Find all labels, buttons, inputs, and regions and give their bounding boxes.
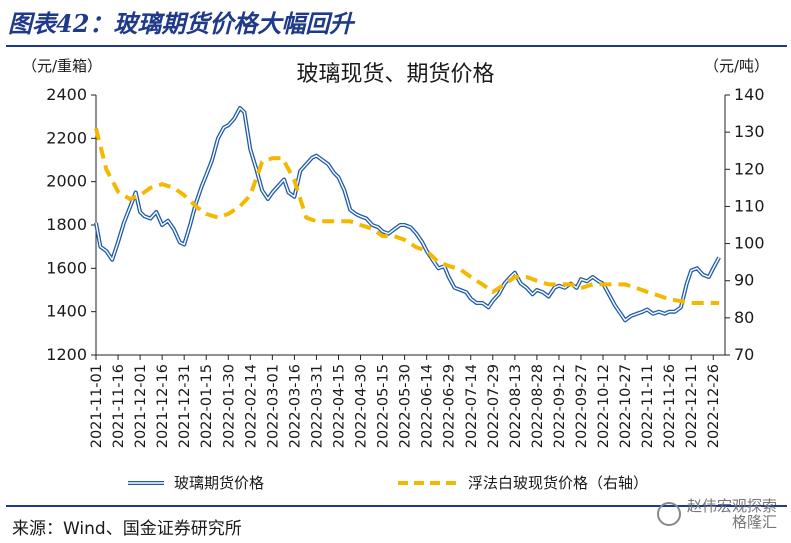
right-axis-tick-label: 130 xyxy=(734,122,765,141)
spot-legend-swatch xyxy=(398,480,458,485)
x-axis-tick-label: 2021-11-01 xyxy=(89,364,105,448)
futures-legend-label: 玻璃期货价格 xyxy=(174,474,265,492)
source-note: 来源：Wind、国金证券研究所 xyxy=(12,519,242,539)
spot-legend-label: 浮法白玻现货价格（右轴） xyxy=(468,474,649,492)
x-axis-tick-label: 2022-09-12 xyxy=(552,364,568,448)
x-axis-tick-label: 2022-08-28 xyxy=(530,364,546,448)
x-axis-tick-label: 2021-11-16 xyxy=(111,364,127,448)
left-axis-tick-label: 1400 xyxy=(46,302,87,321)
x-axis-tick-label: 2022-08-13 xyxy=(508,364,524,448)
x-axis-tick-label: 2022-07-29 xyxy=(486,364,502,448)
x-axis-tick-label: 2022-03-31 xyxy=(309,364,325,448)
right-axis-tick-label: 110 xyxy=(734,196,765,215)
x-axis-tick-label: 2021-12-16 xyxy=(155,364,171,448)
left-axis-tick-label: 1600 xyxy=(46,258,87,277)
left-axis-unit: （元/重箱） xyxy=(22,57,103,75)
left-axis-tick-label: 1200 xyxy=(46,345,87,364)
x-axis-tick-label: 2022-03-16 xyxy=(287,364,303,448)
x-axis-tick-label: 2022-06-29 xyxy=(442,364,458,448)
x-axis-tick-label: 2021-12-01 xyxy=(133,364,149,448)
left-axis-tick-label: 1800 xyxy=(46,215,87,234)
right-axis-unit: （元/吨） xyxy=(703,57,769,75)
x-axis-tick-label: 2022-11-11 xyxy=(640,364,656,448)
futures-legend-swatch xyxy=(128,480,164,485)
chart-title: 玻璃现货、期货价格 xyxy=(296,62,495,87)
x-axis-tick-label: 2022-03-01 xyxy=(265,364,281,448)
right-axis-tick-label: 80 xyxy=(734,308,754,327)
spot-price-line xyxy=(94,127,720,305)
x-axis-tick-label: 2022-07-14 xyxy=(464,364,480,448)
x-axis-tick-label: 2022-10-12 xyxy=(596,364,612,448)
right-axis-tick-label: 140 xyxy=(734,85,765,104)
footer-divider xyxy=(6,505,787,507)
futures-price-line xyxy=(94,106,721,323)
x-axis-tick-label: 2022-05-15 xyxy=(376,364,392,448)
x-axis-tick-label: 2022-01-30 xyxy=(221,364,237,448)
x-axis-tick-label: 2022-04-15 xyxy=(331,364,347,448)
right-axis-tick-label: 100 xyxy=(734,234,765,253)
x-axis-tick-label: 2022-01-15 xyxy=(199,364,215,448)
right-axis-tick-label: 70 xyxy=(734,345,754,364)
x-axis-tick-label: 2022-05-30 xyxy=(398,364,414,448)
x-axis-tick-label: 2022-12-26 xyxy=(706,364,722,448)
legend-item-futures: 玻璃期货价格 xyxy=(128,472,264,493)
title-divider xyxy=(6,45,787,47)
figure-title: 图表42：玻璃期货价格大幅回升 xyxy=(8,9,354,38)
left-axis-tick-label: 2200 xyxy=(46,128,87,147)
futures-price-line-inner xyxy=(95,107,720,321)
wechat-icon xyxy=(656,502,681,526)
left-axis-tick-label: 2400 xyxy=(46,85,87,104)
right-axis-tick-label: 90 xyxy=(734,271,754,290)
x-axis-tick-label: 2022-04-30 xyxy=(354,364,370,448)
right-axis-tick-label: 120 xyxy=(734,159,765,178)
x-axis-tick-label: 2021-12-31 xyxy=(177,364,193,448)
watermark-line1: 赵伟宏观探索 xyxy=(686,497,777,515)
legend-item-spot: 浮法白玻现货价格（右轴） xyxy=(398,472,648,493)
x-axis-tick-label: 2022-10-27 xyxy=(618,364,634,448)
watermark-line2: 格隆汇 xyxy=(731,513,777,531)
x-axis-tick-label: 2022-09-27 xyxy=(574,364,590,448)
x-axis-tick-label: 2022-12-11 xyxy=(684,364,700,448)
watermark: 赵伟宏观探索 格隆汇 xyxy=(656,497,777,531)
x-axis-tick-label: 2022-06-14 xyxy=(420,364,436,448)
x-axis-tick-label: 2022-11-26 xyxy=(662,364,678,448)
left-axis-tick-label: 2000 xyxy=(46,172,87,191)
x-axis-tick-label: 2022-02-14 xyxy=(243,364,259,448)
